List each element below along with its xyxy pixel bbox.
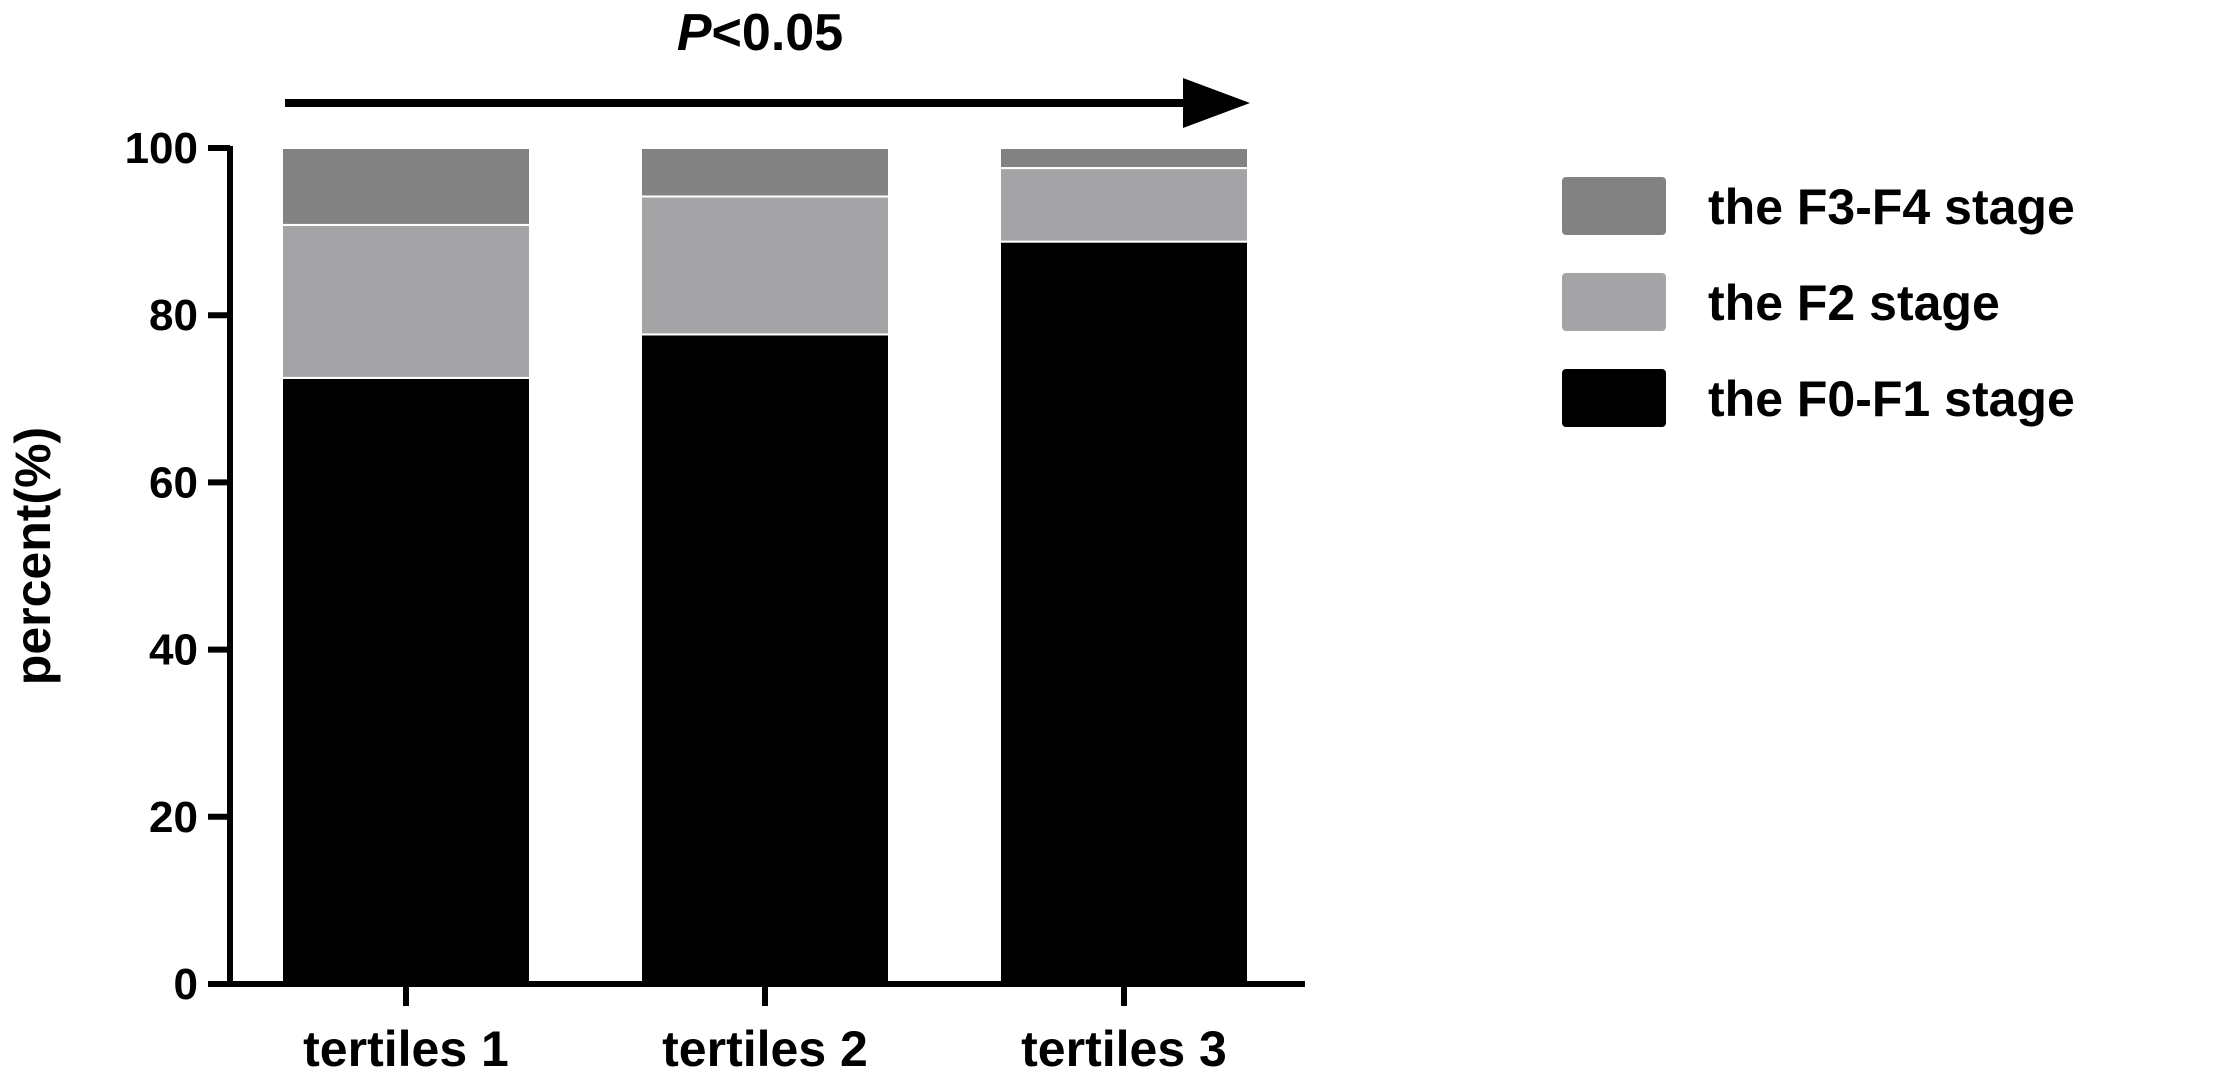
y-tick-label-80: 80 bbox=[149, 291, 198, 340]
legend: the F3-F4 stage the F2 stage the F0-F1 sta… bbox=[1562, 177, 2075, 427]
bar-segment-2-3 bbox=[999, 167, 1249, 243]
bar-segment-3-2 bbox=[640, 147, 890, 198]
bar-segment-1-1 bbox=[281, 376, 531, 985]
p-value-annotation: P<0.05 bbox=[677, 4, 843, 62]
legend-label-3: the F0-F1 stage bbox=[1708, 371, 2075, 427]
legend-label-2: the F2 stage bbox=[1708, 275, 2000, 331]
legend-swatch-1 bbox=[1562, 177, 1666, 235]
bar-segment-2-1 bbox=[281, 223, 531, 379]
trend-arrow-head bbox=[1183, 78, 1250, 128]
p-value-rest: <0.05 bbox=[712, 4, 844, 62]
x-tick-label-3: tertiles 3 bbox=[1021, 1021, 1227, 1077]
legend-label-1: the F3-F4 stage bbox=[1708, 179, 2075, 235]
bar-segment-3-3 bbox=[999, 147, 1249, 170]
legend-swatch-2 bbox=[1562, 273, 1666, 331]
y-tick-label-0: 0 bbox=[174, 960, 198, 1009]
legend-swatch-3 bbox=[1562, 369, 1666, 427]
bar-segment-3-1 bbox=[281, 147, 531, 226]
y-tick-label-40: 40 bbox=[149, 626, 198, 675]
bar-segment-1-2 bbox=[640, 333, 890, 986]
x-tick-label-2: tertiles 2 bbox=[662, 1021, 868, 1077]
y-axis-label: percent(%) bbox=[5, 427, 61, 685]
x-tick-label-1: tertiles 1 bbox=[303, 1021, 509, 1077]
bar-segment-1-3 bbox=[999, 240, 1249, 985]
bar-segment-2-2 bbox=[640, 195, 890, 336]
y-tick-label-60: 60 bbox=[149, 458, 198, 507]
bars-layer bbox=[281, 147, 1249, 986]
axes-layer: 0 20 40 60 80 100 tertiles 1 tertiles 2 tertiles… bbox=[125, 124, 1305, 1077]
y-tick-label-20: 20 bbox=[149, 793, 198, 842]
p-value-italic: P bbox=[677, 4, 712, 62]
y-tick-label-100: 100 bbox=[125, 124, 198, 173]
